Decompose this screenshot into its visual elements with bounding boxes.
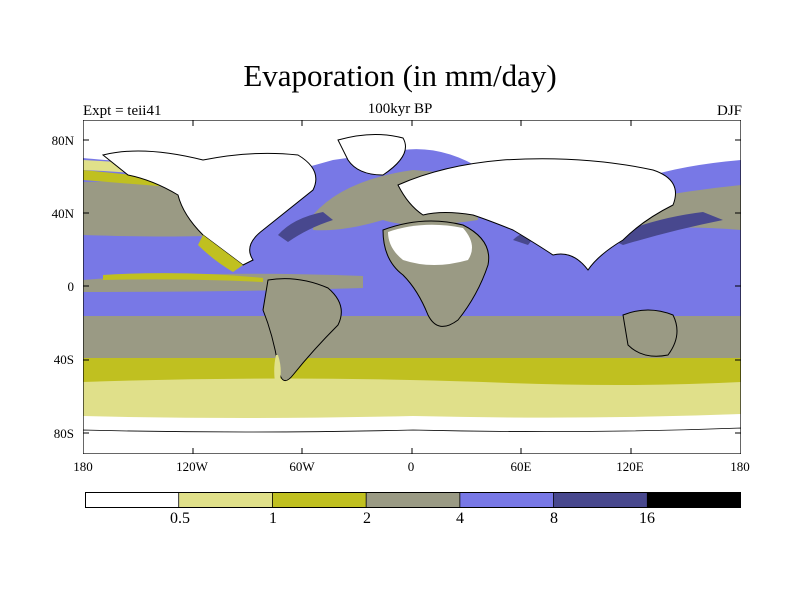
sahara — [388, 224, 472, 265]
lat-tick-80n: 80N — [51, 133, 74, 148]
lon-tick-0: 0 — [407, 459, 415, 474]
lat-tick-0: 0 — [67, 279, 75, 294]
north-america — [101, 150, 317, 266]
lat-tick-80s: 80S — [53, 426, 74, 441]
colorbar-swatch-6 — [646, 492, 741, 508]
band-south-pale — [83, 378, 741, 430]
colorbar-swatch-4 — [459, 492, 555, 508]
kuroshio-dark — [608, 212, 723, 245]
colorbar-swatch-0 — [85, 492, 180, 508]
colorbar — [85, 492, 741, 508]
colorbar-label-8: 8 — [550, 510, 558, 527]
colorbar-label-4: 4 — [456, 510, 464, 527]
lon-tick-180w: 180 — [73, 459, 93, 474]
antarctica — [83, 427, 741, 454]
lon-tick-120w: 120W — [176, 459, 208, 474]
colorbar-swatch-5 — [553, 492, 648, 508]
lon-tick-60w: 60W — [289, 459, 315, 474]
colorbar-label-16: 16 — [639, 510, 655, 527]
evaporation-map — [83, 120, 741, 454]
patagonia — [274, 355, 281, 385]
colorbar-label-2: 2 — [363, 510, 371, 527]
colorbar-label-0.5: 0.5 — [170, 510, 190, 527]
colorbar-swatch-3 — [365, 492, 461, 508]
equatorial-olive — [103, 273, 263, 282]
lat-tick-40s: 40S — [53, 352, 74, 367]
lat-tick-40n: 40N — [51, 206, 74, 221]
lon-tick-180e: 180 — [730, 459, 750, 474]
eurasia — [397, 158, 676, 271]
lon-tick-60e: 60E — [510, 459, 532, 474]
colorbar-swatch-1 — [178, 492, 274, 508]
season-label: DJF — [716, 103, 742, 119]
period-label: 100kyr BP — [367, 101, 433, 117]
gulf-stream-dark — [278, 212, 333, 242]
greenland — [337, 133, 406, 176]
lon-tick-120e: 120E — [616, 459, 644, 474]
central-america-coast — [198, 235, 243, 272]
experiment-label: Expt = teii41 — [83, 103, 162, 119]
colorbar-swatch-2 — [272, 492, 367, 508]
axis-ticks — [83, 120, 741, 454]
colorbar-label-1: 1 — [269, 510, 277, 527]
australia — [622, 309, 678, 357]
plot-title: Evaporation (in mm/day) — [243, 58, 557, 93]
